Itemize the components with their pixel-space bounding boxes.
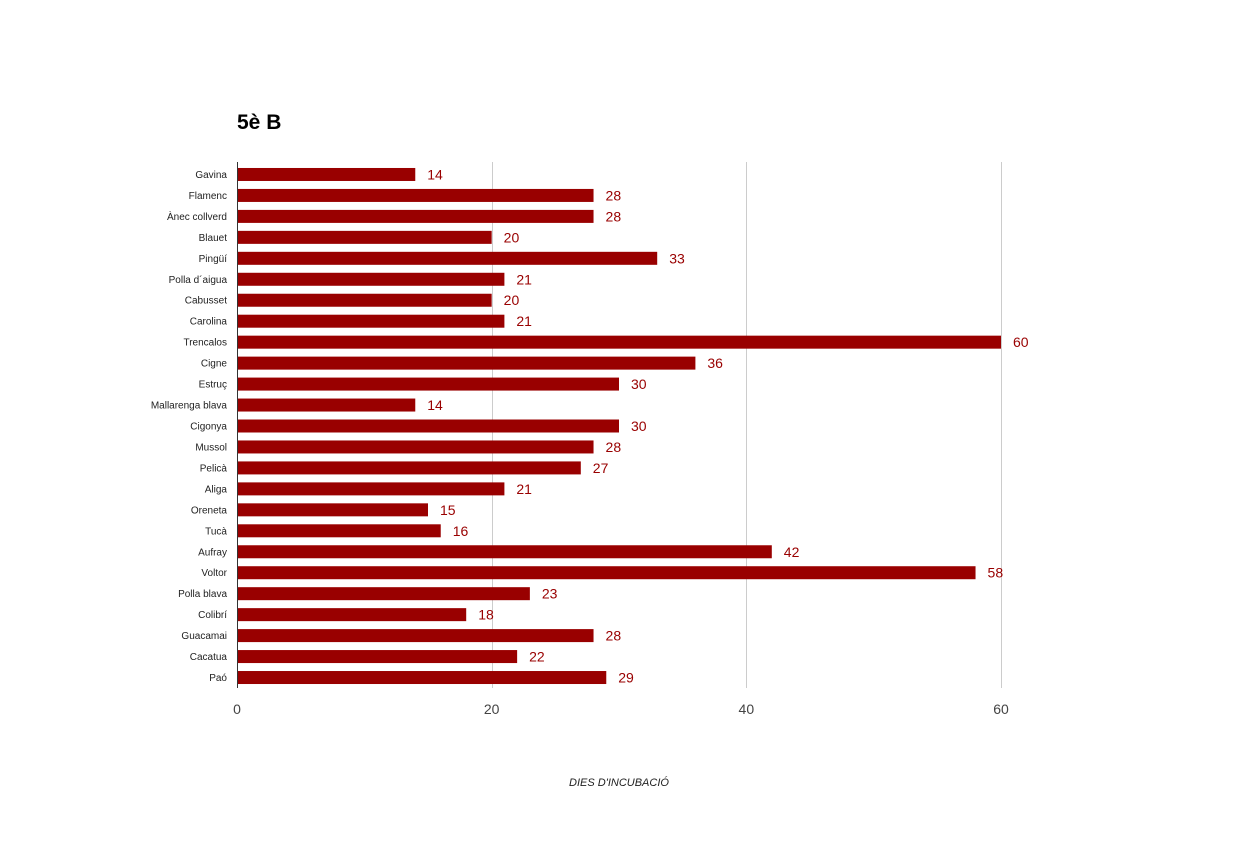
category-label: Cabusset <box>185 296 227 307</box>
data-label: 28 <box>606 208 622 224</box>
bar <box>237 272 505 286</box>
data-label: 30 <box>631 418 647 434</box>
category-label: Gavina <box>195 170 227 181</box>
category-label: Pingüí <box>199 254 228 265</box>
bar <box>237 377 619 391</box>
category-label: Mussol <box>195 442 227 453</box>
category-label: Aufray <box>198 547 227 558</box>
x-tick-labels: 0 20 40 60 <box>233 701 1009 717</box>
category-label: Cacatua <box>190 652 228 663</box>
category-label: Colibrí <box>198 610 227 621</box>
data-label: 21 <box>516 271 532 287</box>
bar <box>237 545 772 559</box>
category-label: Polla blava <box>178 589 227 600</box>
data-labels: 14 28 28 20 33 21 20 21 60 36 30 14 30 28 27 21 15 16 42 58… <box>427 166 1029 685</box>
data-label: 22 <box>529 649 545 665</box>
x-tick-label: 40 <box>739 701 755 717</box>
x-tick-label: 0 <box>233 701 241 717</box>
data-label: 36 <box>707 355 723 371</box>
category-label: Cigonya <box>190 422 227 433</box>
category-label: Paó <box>209 673 227 684</box>
bar <box>237 314 505 328</box>
bars <box>237 167 1001 685</box>
bar <box>237 524 441 538</box>
bar <box>237 650 518 664</box>
data-label: 58 <box>988 565 1004 581</box>
bar <box>237 188 594 202</box>
data-label: 14 <box>427 166 443 182</box>
category-label: Pelicà <box>200 463 228 474</box>
bar <box>237 587 530 601</box>
bar <box>237 167 416 181</box>
bar <box>237 335 1001 349</box>
data-label: 20 <box>504 292 520 308</box>
chart-title: 5è B <box>237 111 282 134</box>
data-label: 20 <box>504 229 520 245</box>
category-label: Oreneta <box>191 505 228 516</box>
data-label: 15 <box>440 502 456 518</box>
bar <box>237 356 696 370</box>
bar <box>237 209 594 223</box>
data-label: 28 <box>606 187 622 203</box>
data-label: 29 <box>618 670 634 686</box>
bar <box>237 566 976 580</box>
bar <box>237 629 594 643</box>
bar <box>237 608 467 622</box>
bar <box>237 461 581 475</box>
data-label: 21 <box>516 313 532 329</box>
data-label: 16 <box>453 523 469 539</box>
category-label: Flamenc <box>189 191 227 202</box>
bar <box>237 293 492 307</box>
category-label: Cigne <box>201 359 228 370</box>
data-label: 14 <box>427 397 443 413</box>
category-label: Tucà <box>205 526 227 537</box>
x-tick-label: 60 <box>993 701 1009 717</box>
category-label: Voltor <box>201 568 227 579</box>
category-label: Blauet <box>199 233 228 244</box>
category-labels: Gavina Flamenc Ànec collverd Blauet Pingüí Po… <box>151 170 228 684</box>
category-label: Ànec collverd <box>167 210 227 223</box>
bar <box>237 482 505 496</box>
bar <box>237 503 428 517</box>
data-label: 28 <box>606 439 622 455</box>
data-label: 28 <box>606 628 622 644</box>
bar <box>237 671 607 685</box>
data-label: 18 <box>478 607 494 623</box>
bar <box>237 440 594 454</box>
category-label: Guacamai <box>181 631 227 642</box>
category-label: Polla d´aigua <box>169 274 228 286</box>
bar <box>237 398 416 412</box>
data-label: 23 <box>542 586 558 602</box>
bar <box>237 251 658 265</box>
category-label: Estruç <box>199 380 227 391</box>
x-tick-label: 20 <box>484 701 500 717</box>
data-label: 60 <box>1013 334 1029 350</box>
x-axis-title: DIES D'INCUBACIÓ <box>569 777 669 789</box>
category-label: Carolina <box>190 317 228 328</box>
bar <box>237 230 492 244</box>
category-label: Trencalos <box>183 338 227 349</box>
data-label: 42 <box>784 544 800 560</box>
data-label: 33 <box>669 250 685 266</box>
category-label: Aliga <box>205 484 228 495</box>
bar <box>237 419 619 433</box>
category-label: Mallarenga blava <box>151 401 228 412</box>
data-label: 30 <box>631 376 647 392</box>
data-label: 21 <box>516 481 532 497</box>
data-label: 27 <box>593 460 609 476</box>
